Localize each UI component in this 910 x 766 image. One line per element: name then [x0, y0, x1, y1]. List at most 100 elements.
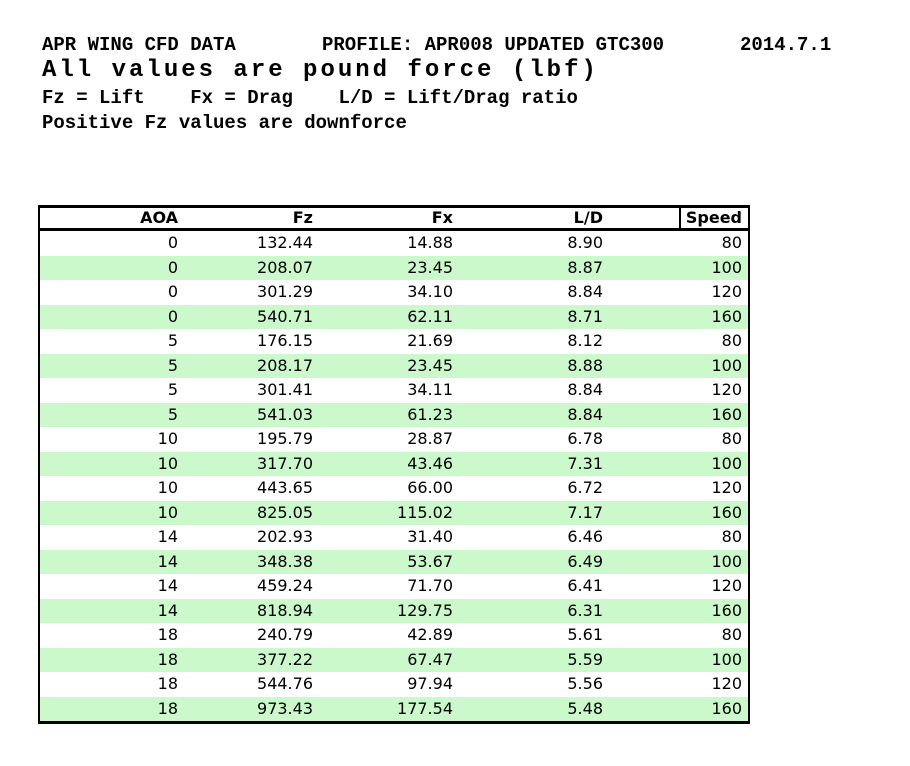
table-cell: 66.00	[319, 476, 459, 501]
table-cell: 160	[609, 402, 749, 427]
table-cell: 100	[609, 451, 749, 476]
table-cell: 28.87	[319, 427, 459, 452]
table-cell: 6.78	[459, 427, 609, 452]
table-cell: 10	[39, 500, 184, 525]
cfd-table-header: AOA Fz Fx L/D Speed	[39, 206, 749, 231]
table-cell: 8.12	[459, 329, 609, 354]
table-cell: 34.10	[319, 280, 459, 305]
table-cell: 100	[609, 255, 749, 280]
table-cell: 540.71	[184, 304, 319, 329]
table-cell: 6.31	[459, 598, 609, 623]
table-cell: 459.24	[184, 574, 319, 599]
table-cell: 177.54	[319, 696, 459, 723]
table-cell: 5.61	[459, 623, 609, 648]
table-cell: 8.84	[459, 280, 609, 305]
table-cell: 160	[609, 500, 749, 525]
table-cell: 14	[39, 525, 184, 550]
table-row: 10 443.65 66.00 6.72 120	[39, 476, 749, 501]
table-cell: 100	[609, 549, 749, 574]
table-cell: 160	[609, 304, 749, 329]
table-cell: 80	[609, 329, 749, 354]
table-cell: 62.11	[319, 304, 459, 329]
column-header-fx: Fx	[319, 206, 459, 231]
table-cell: 5.56	[459, 672, 609, 697]
table-cell: 240.79	[184, 623, 319, 648]
column-header-fz: Fz	[184, 206, 319, 231]
column-header-speed: Speed	[609, 206, 749, 231]
report-header-line: APR WING CFD DATA PROFILE: APR008 UPDATE…	[0, 34, 910, 56]
table-cell: 80	[609, 525, 749, 550]
table-cell: 34.11	[319, 378, 459, 403]
table-cell: 5	[39, 353, 184, 378]
table-row: 0 208.07 23.45 8.87 100	[39, 255, 749, 280]
table-cell: 21.69	[319, 329, 459, 354]
table-row: 18 377.22 67.47 5.59 100	[39, 647, 749, 672]
table-row: 14 202.93 31.40 6.46 80	[39, 525, 749, 550]
table-cell: 23.45	[319, 353, 459, 378]
table-cell: 120	[609, 378, 749, 403]
table-row: 10 317.70 43.46 7.31 100	[39, 451, 749, 476]
table-cell: 14	[39, 598, 184, 623]
table-row: 0 132.44 14.88 8.90 80	[39, 229, 749, 256]
table-cell: 8.84	[459, 402, 609, 427]
table-cell: 0	[39, 304, 184, 329]
table-cell: 80	[609, 623, 749, 648]
table-row: 18 544.76 97.94 5.56 120	[39, 672, 749, 697]
table-row: 10 825.05 115.02 7.17 160	[39, 500, 749, 525]
table-row: 5 301.41 34.11 8.84 120	[39, 378, 749, 403]
table-cell: 541.03	[184, 402, 319, 427]
column-header-ld: L/D	[459, 206, 609, 231]
table-cell: 348.38	[184, 549, 319, 574]
table-cell: 18	[39, 672, 184, 697]
table-cell: 6.46	[459, 525, 609, 550]
table-row: 10 195.79 28.87 6.78 80	[39, 427, 749, 452]
table-cell: 202.93	[184, 525, 319, 550]
table-cell: 0	[39, 255, 184, 280]
cfd-table-body: 0 132.44 14.88 8.90 80 0 208.07 23.45 8.87 100 0 30…	[39, 229, 749, 723]
table-cell: 53.67	[319, 549, 459, 574]
table-cell: 10	[39, 476, 184, 501]
table-cell: 18	[39, 696, 184, 723]
table-cell: 14	[39, 549, 184, 574]
report-title: APR WING CFD DATA	[42, 34, 236, 56]
table-cell: 97.94	[319, 672, 459, 697]
table-row: 14 818.94 129.75 6.31 160	[39, 598, 749, 623]
table-cell: 6.41	[459, 574, 609, 599]
table-row: 14 348.38 53.67 6.49 100	[39, 549, 749, 574]
table-cell: 7.17	[459, 500, 609, 525]
table-row: 18 973.43 177.54 5.48 160	[39, 696, 749, 723]
table-cell: 5	[39, 378, 184, 403]
table-cell: 43.46	[319, 451, 459, 476]
table-cell: 80	[609, 229, 749, 256]
report-profile: PROFILE: APR008 UPDATED GTC300	[322, 34, 665, 56]
table-cell: 100	[609, 647, 749, 672]
table-cell: 129.75	[319, 598, 459, 623]
table-cell: 120	[609, 476, 749, 501]
table-cell: 8.90	[459, 229, 609, 256]
table-cell: 8.84	[459, 378, 609, 403]
table-cell: 195.79	[184, 427, 319, 452]
table-cell: 5	[39, 329, 184, 354]
table-row: 0 301.29 34.10 8.84 120	[39, 280, 749, 305]
table-cell: 0	[39, 229, 184, 256]
column-header-aoa: AOA	[39, 206, 184, 231]
table-cell: 80	[609, 427, 749, 452]
table-cell: 14.88	[319, 229, 459, 256]
cfd-data-table: AOA Fz Fx L/D Speed 0 132.44 14.88 8.90 80 0 2…	[38, 205, 750, 724]
table-cell: 818.94	[184, 598, 319, 623]
table-cell: 301.29	[184, 280, 319, 305]
table-cell: 973.43	[184, 696, 319, 723]
units-note: All values are pound force (lbf)	[42, 57, 599, 84]
table-cell: 18	[39, 623, 184, 648]
table-cell: 8.88	[459, 353, 609, 378]
table-cell: 67.47	[319, 647, 459, 672]
table-cell: 544.76	[184, 672, 319, 697]
table-cell: 18	[39, 647, 184, 672]
table-cell: 23.45	[319, 255, 459, 280]
table-cell: 120	[609, 574, 749, 599]
table-cell: 6.72	[459, 476, 609, 501]
table-cell: 71.70	[319, 574, 459, 599]
table-cell: 10	[39, 451, 184, 476]
header-row: AOA Fz Fx L/D Speed	[39, 206, 749, 231]
